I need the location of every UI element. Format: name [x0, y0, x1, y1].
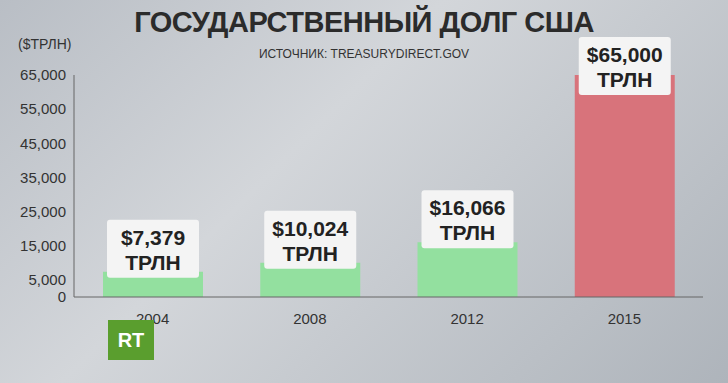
svg-text:$65,000: $65,000: [587, 43, 663, 66]
svg-text:2008: 2008: [293, 310, 326, 327]
svg-text:5,000: 5,000: [28, 271, 66, 288]
svg-text:65,000: 65,000: [20, 66, 66, 83]
html-text:ГОСУДАРСТВЕННЫЙ ДОЛГ США: ГОСУДАРСТВЕННЫЙ ДОЛГ США: [134, 6, 594, 38]
svg-text:ТРЛН: ТРЛН: [440, 221, 495, 244]
svg-text:ТРЛН: ТРЛН: [125, 251, 180, 274]
html-text:($ТРЛН): ($ТРЛН): [18, 36, 72, 52]
svg-text:0: 0: [58, 288, 66, 305]
svg-text:55,000: 55,000: [20, 100, 66, 117]
svg-text:35,000: 35,000: [20, 169, 66, 186]
svg-text:2012: 2012: [450, 310, 483, 327]
svg-text:2015: 2015: [608, 310, 641, 327]
svg-text:45,000: 45,000: [20, 135, 66, 152]
svg-text:$7,379: $7,379: [121, 226, 185, 249]
svg-text:$16,066: $16,066: [430, 196, 506, 219]
svg-text:ТРЛН: ТРЛН: [597, 68, 652, 91]
svg-text:$10,024: $10,024: [272, 217, 348, 240]
svg-text:25,000: 25,000: [20, 203, 66, 220]
svg-text:2004: 2004: [135, 309, 170, 327]
svg-text:ТРЛН: ТРЛН: [283, 242, 338, 265]
html-text:ИСТОЧНИК: TREASURYDIRECT.GOV: ИСТОЧНИК: TREASURYDIRECT.GOV: [258, 47, 470, 61]
svg-text:15,000: 15,000: [20, 237, 66, 254]
html-text:RT: RT: [117, 328, 145, 351]
